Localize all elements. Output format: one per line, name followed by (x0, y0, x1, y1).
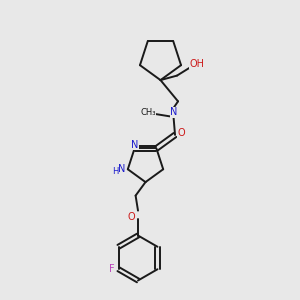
Text: N: N (170, 107, 178, 117)
Text: H: H (112, 167, 119, 176)
Text: O: O (178, 128, 185, 138)
Text: F: F (109, 264, 115, 274)
Text: OH: OH (190, 58, 205, 69)
Text: CH₃: CH₃ (141, 108, 156, 117)
Text: O: O (128, 212, 135, 223)
Text: N: N (118, 164, 125, 174)
Text: N: N (131, 140, 138, 150)
